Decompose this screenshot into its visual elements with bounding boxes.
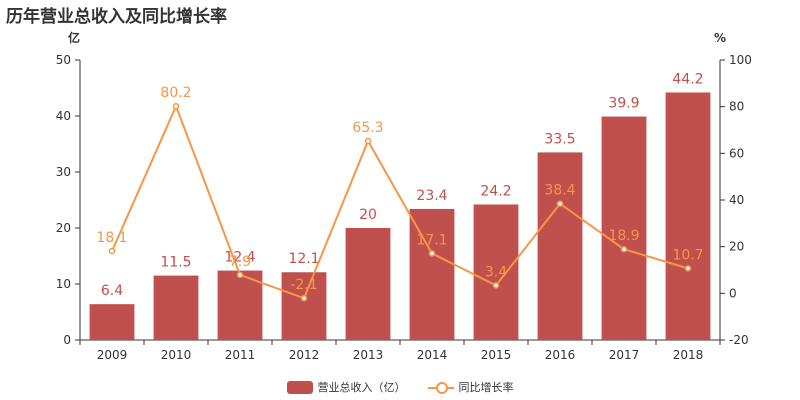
bar[interactable] [537,152,583,340]
line-point[interactable] [684,265,692,272]
line-data-label: 7.9 [229,254,251,270]
line-point[interactable] [364,137,372,145]
bar-data-label: 33.5 [544,131,575,147]
y-left-tick-label: 40 [56,109,71,123]
y-axis-right-unit: % [714,31,726,45]
legend-swatch-bar [286,380,313,394]
line-data-label: 18.1 [96,230,127,246]
y-axis-left-unit: 亿 [68,30,80,45]
y-right-tick-label: 20 [729,240,744,254]
y-right-tick-label: -20 [729,333,749,347]
bar-data-label: 23.4 [416,188,447,204]
x-tick-label: 2017 [609,348,640,362]
line-data-label: 65.3 [352,120,383,136]
y-right-tick-label: 60 [729,146,744,160]
bar-data-label: 6.4 [101,283,123,299]
chart-title: 历年营业总收入及同比增长率 [6,7,227,27]
y-left-tick-label: 50 [56,53,71,67]
bar-data-label: 44.2 [672,71,703,87]
line-data-label: 38.4 [544,183,575,199]
bar[interactable] [665,92,711,340]
x-tick-label: 2014 [417,348,448,362]
y-left-tick-label: 30 [56,165,71,179]
legend-label-growth: 同比增长率 [458,381,514,394]
x-tick-label: 2015 [481,348,512,362]
line-point[interactable] [428,250,436,257]
legend-label-revenue: 营业总收入（亿） [317,381,406,394]
bar[interactable] [217,270,263,340]
line-point[interactable] [172,102,180,110]
y-left-tick-label: 0 [63,333,71,347]
line-data-label: 10.7 [672,247,703,263]
line-point[interactable] [556,200,564,207]
line-data-label: -2.1 [290,277,317,293]
y-right-tick-label: 80 [729,100,744,114]
line-data-label: 80.2 [160,85,191,101]
line-point[interactable] [236,271,244,279]
line-data-label: 18.9 [608,228,639,244]
bar-data-label: 39.9 [608,96,639,112]
legend-swatch-line [427,381,454,394]
bar[interactable] [89,304,135,340]
x-tick-label: 2009 [97,348,128,362]
x-tick-label: 2012 [289,348,320,362]
x-tick-label: 2010 [161,348,192,362]
x-tick-label: 2011 [225,348,256,362]
growth-series-line [111,103,689,300]
y-left-tick-label: 20 [56,221,71,235]
bar-data-label: 20 [359,207,377,223]
y-right-tick-label: 40 [729,193,744,207]
line-data-label: 17.1 [416,232,447,248]
legend-item-growth[interactable]: 同比增长率 [427,379,514,395]
line-point[interactable] [300,294,308,302]
bar-data-label: 11.5 [160,255,191,271]
y-right-tick-label: 100 [729,53,752,67]
bar[interactable] [409,208,455,340]
line-point[interactable] [492,282,500,289]
x-tick-label: 2016 [545,348,576,362]
x-tick-label: 2013 [353,348,384,362]
bar[interactable] [473,204,519,340]
y-left-tick-label: 10 [56,277,71,291]
bar[interactable] [345,228,391,340]
bar[interactable] [601,116,647,340]
legend: 营业总收入（亿） 同比增长率 [0,378,800,396]
line-point[interactable] [108,247,116,255]
y-right-tick-label: 0 [729,286,737,300]
legend-item-revenue[interactable]: 营业总收入（亿） [286,379,406,395]
bar[interactable] [153,275,199,340]
line-point[interactable] [620,245,628,253]
line-data-label: 3.4 [485,264,507,280]
x-tick-label: 2018 [673,348,704,362]
bar-data-label: 24.2 [480,183,511,199]
bar[interactable] [281,272,327,340]
bar-data-label: 12.1 [288,251,319,267]
